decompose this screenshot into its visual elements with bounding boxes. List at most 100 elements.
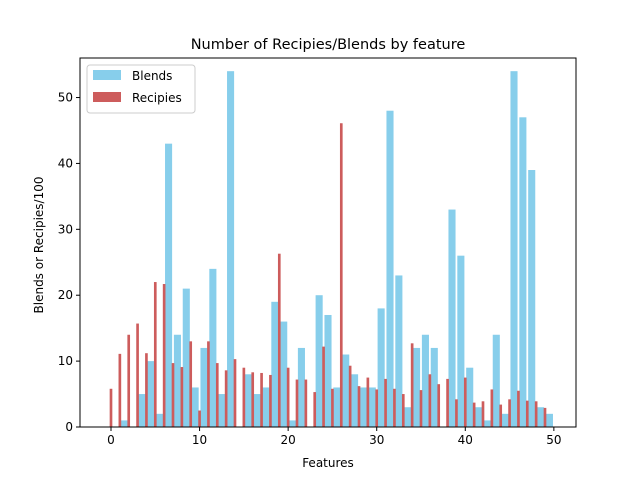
- blends-bar-42: [483, 420, 491, 427]
- blends-bar-33: [404, 407, 412, 427]
- blends-bar-36: [430, 347, 438, 427]
- x-tick-label: 20: [281, 433, 296, 447]
- blends-bar-45: [510, 71, 518, 427]
- x-tick-label: 40: [458, 433, 473, 447]
- recipies-bar-21: [295, 379, 299, 427]
- recipies-bar-19: [277, 253, 281, 427]
- recipies-bar-26: [339, 123, 343, 428]
- blends-bar-29: [368, 387, 376, 427]
- recipies-bar-29: [366, 377, 370, 427]
- recipies-bar-15: [242, 367, 246, 427]
- chart-title: Number of Recipies/Blends by feature: [191, 37, 466, 53]
- y-tick-label: 10: [58, 354, 73, 368]
- blends-bar-43: [492, 334, 500, 427]
- blends-bar-11: [209, 268, 217, 427]
- blends-bar-15: [244, 374, 252, 427]
- blends-bar-21: [297, 347, 305, 427]
- recipies-bar-5: [153, 282, 157, 427]
- y-tick-label: 30: [58, 222, 73, 236]
- axes: 0 10 20 30 40 50 0 10 20 30 40 50: [58, 57, 577, 447]
- blends-bar-19: [280, 321, 288, 427]
- blends-bar-17: [262, 387, 270, 427]
- y-tick-label: 0: [65, 420, 73, 434]
- blends-bar-8: [182, 288, 190, 427]
- blends-bar-12: [218, 394, 226, 427]
- recipies-bar-9: [189, 341, 193, 427]
- legend-label-blends: Blends: [132, 69, 172, 83]
- recipies-bar-16: [251, 372, 255, 427]
- recipies-bar-10: [198, 410, 201, 427]
- blends-bar-35: [421, 334, 429, 427]
- recipies-bar-31: [384, 378, 387, 427]
- recipies-bar-43: [490, 389, 494, 427]
- recipies-bar-32: [393, 388, 396, 427]
- blends-bar-20: [289, 420, 297, 427]
- recipies-bar-36: [428, 374, 432, 427]
- recipies-bar-18: [269, 374, 272, 427]
- blends-bar-32: [395, 275, 403, 427]
- blends-bar-13: [227, 71, 235, 427]
- legend: Blends Recipies: [86, 64, 196, 114]
- blends-bar-38: [448, 209, 456, 427]
- bars-layer: [109, 71, 553, 428]
- recipies-bar-25: [331, 388, 334, 427]
- recipies-bar-27: [348, 365, 352, 427]
- blends-bar-48: [537, 407, 545, 427]
- blends-bar-4: [147, 361, 155, 427]
- recipies-bar-48: [534, 401, 538, 427]
- recipies-bar-40: [463, 377, 467, 427]
- recipies-bar-13: [224, 370, 228, 427]
- recipies-bar-1: [118, 353, 122, 427]
- blends-bar-28: [359, 387, 367, 427]
- recipies-bar-23: [313, 392, 317, 427]
- recipies-bar-34: [410, 343, 414, 427]
- recipies-bar-33: [401, 394, 405, 427]
- blends-bar-24: [324, 314, 332, 427]
- blends-bar-39: [457, 255, 465, 427]
- recipies-bar-3: [136, 323, 139, 427]
- recipies-bar-45: [508, 399, 511, 427]
- legend-swatch-blends: [93, 70, 121, 80]
- recipies-bar-14: [233, 359, 237, 427]
- blends-bar-46: [519, 117, 527, 427]
- blends-bar-44: [501, 413, 509, 427]
- blends-bar-30: [377, 308, 385, 427]
- recipies-bar-42: [481, 401, 485, 427]
- blends-bar-31: [386, 110, 394, 427]
- blends-bar-7: [173, 334, 181, 427]
- blends-bar-6: [165, 143, 173, 428]
- recipies-bar-11: [207, 341, 210, 427]
- recipies-bar-28: [357, 386, 361, 427]
- y-tick-label: 20: [58, 288, 73, 302]
- blends-bar-27: [351, 374, 359, 427]
- y-tick-label: 40: [58, 156, 73, 170]
- x-axis-label: Features: [302, 456, 354, 470]
- blends-bar-9: [191, 387, 199, 427]
- blends-bar-47: [528, 170, 536, 427]
- recipies-bar-2: [127, 334, 131, 427]
- x-tick-label: 50: [546, 433, 561, 447]
- recipies-bar-22: [304, 379, 308, 427]
- y-tick-label: 50: [58, 91, 73, 105]
- x-tick-label: 30: [369, 433, 384, 447]
- recipies-bar-41: [472, 402, 476, 427]
- blends-bar-16: [253, 394, 261, 427]
- blends-bar-18: [271, 301, 279, 427]
- blends-bar-40: [466, 367, 474, 427]
- blends-bar-3: [138, 394, 146, 427]
- blends-bar-25: [333, 387, 341, 427]
- recipies-bar-47: [525, 400, 529, 427]
- recipies-bar-8: [180, 367, 184, 427]
- recipies-bar-20: [286, 367, 290, 427]
- recipies-bar-35: [419, 390, 423, 427]
- plot-frame: [79, 57, 577, 428]
- recipies-bar-6: [162, 284, 166, 427]
- x-tick-label: 0: [107, 433, 115, 447]
- recipies-bar-44: [499, 404, 503, 427]
- blends-bar-5: [156, 413, 164, 427]
- recipies-bar-0: [109, 388, 113, 427]
- recipies-bar-49: [543, 407, 547, 427]
- y-axis-label: Blends or Recipies/100: [32, 177, 46, 314]
